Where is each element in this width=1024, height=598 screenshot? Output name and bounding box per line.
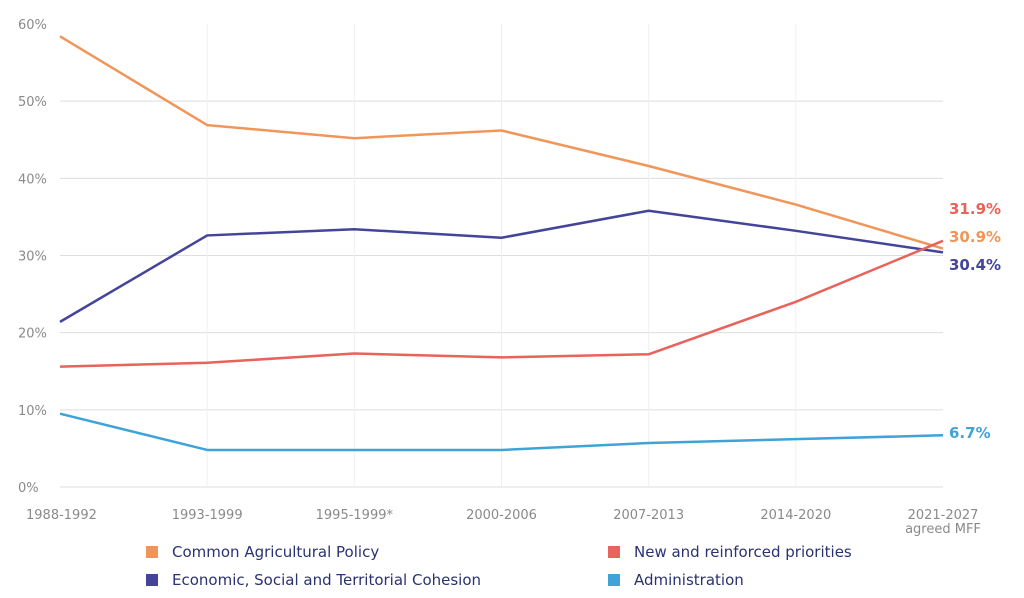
legend-swatch bbox=[608, 546, 620, 558]
legend-label: Economic, Social and Territorial Cohesio… bbox=[172, 571, 482, 589]
legend-label: Common Agricultural Policy bbox=[172, 543, 380, 561]
x-axis-ticks: 1988-1992 1993-1999 1995-1999* 2000-2006 200… bbox=[26, 508, 981, 537]
series-lines bbox=[59, 35, 944, 452]
y-tick-label: 60% bbox=[18, 18, 47, 33]
y-tick-label: 10% bbox=[18, 404, 47, 419]
legend-label: New and reinforced priorities bbox=[634, 543, 852, 561]
grid bbox=[60, 24, 943, 488]
y-tick-label: 20% bbox=[18, 327, 47, 342]
x-tick-sublabel: agreed MFF bbox=[905, 522, 981, 537]
x-tick-label: 2014-2020 bbox=[760, 508, 831, 523]
legend-item-new-priorities: New and reinforced priorities bbox=[608, 543, 852, 561]
x-tick-label: 2000-2006 bbox=[466, 508, 537, 523]
end-value-label: 30.9% bbox=[949, 228, 1001, 246]
line-chart: 0%10%20%30%40%50%60% 1988-1992 1993-1999 1… bbox=[18, 18, 1001, 537]
legend-swatch bbox=[146, 546, 158, 558]
x-tick-label: 1995-1999* bbox=[316, 508, 394, 523]
legend-swatch bbox=[608, 574, 620, 586]
x-tick-label: 2021-2027 bbox=[908, 508, 979, 523]
legend-item-administration: Administration bbox=[608, 571, 744, 589]
y-axis-ticks: 0% 10% 20% 30% 40% 50% 60% bbox=[18, 18, 47, 496]
end-labels: 30.9% 30.4% 31.9% 6.7% bbox=[949, 200, 1001, 442]
end-value-label: 30.4% bbox=[949, 256, 1001, 274]
legend: Common Agricultural Policy New and reinf… bbox=[146, 543, 946, 595]
y-tick-label: 50% bbox=[18, 95, 47, 110]
end-value-label: 6.7% bbox=[949, 424, 991, 442]
y-tick-label: 0% bbox=[18, 481, 39, 496]
x-tick-label: 1993-1999 bbox=[172, 508, 243, 523]
legend-item-cohesion: Economic, Social and Territorial Cohesio… bbox=[146, 571, 481, 589]
x-tick-label: 1988-1992 bbox=[26, 508, 97, 523]
legend-item-cap: Common Agricultural Policy bbox=[146, 543, 379, 561]
legend-swatch bbox=[146, 574, 158, 586]
end-value-label: 31.9% bbox=[949, 200, 1001, 218]
y-tick-label: 30% bbox=[18, 250, 47, 265]
legend-label: Administration bbox=[634, 571, 744, 589]
x-tick-label: 2007-2013 bbox=[613, 508, 684, 523]
y-tick-label: 40% bbox=[18, 172, 47, 187]
